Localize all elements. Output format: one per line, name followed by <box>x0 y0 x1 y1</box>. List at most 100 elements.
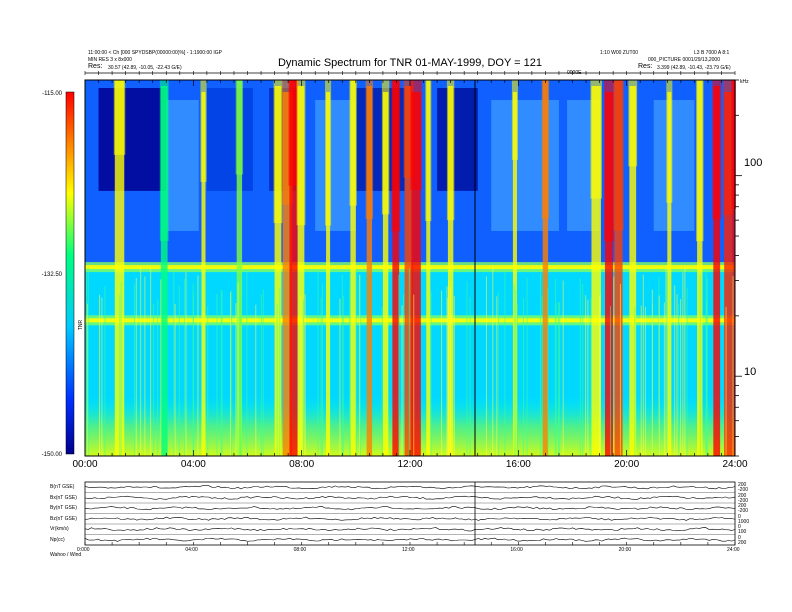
burst-top <box>365 80 374 219</box>
filament <box>317 270 319 456</box>
burst-streak <box>392 80 400 456</box>
filament <box>381 306 383 456</box>
x-tick-label: 16:00 <box>505 459 531 470</box>
filament <box>408 268 410 456</box>
filament <box>453 295 455 456</box>
burst-streak <box>614 80 623 456</box>
spectrum-axes <box>84 71 742 457</box>
filament <box>513 284 515 456</box>
filament <box>255 304 257 456</box>
burst-streak <box>732 80 735 456</box>
header-left-line1: 11:00:00 < Ch [000 SPYDSBP(00000:00)%] -… <box>88 50 223 56</box>
burst-streak <box>114 80 125 456</box>
filament <box>658 295 660 456</box>
filament <box>341 274 343 456</box>
filament <box>430 291 432 456</box>
filament <box>547 288 549 456</box>
filament <box>676 294 678 456</box>
filament <box>634 306 636 456</box>
x-tick-label: 20:00 <box>614 459 640 470</box>
x-tick-label: 24:00 <box>722 459 748 470</box>
filament <box>321 284 323 456</box>
lower-right-tick: 0 <box>738 524 741 530</box>
filament <box>160 279 162 456</box>
burst-streak <box>274 86 282 456</box>
burst-top <box>288 80 299 186</box>
burst-top <box>381 80 390 215</box>
filament <box>398 274 400 456</box>
light-patch <box>315 100 356 231</box>
filament <box>85 272 87 456</box>
header-right-line1b: L3 B 7000 A 8:1 <box>694 50 730 56</box>
dark-patch <box>437 88 478 191</box>
filament <box>246 270 248 456</box>
filament <box>207 305 209 456</box>
lower-trace <box>84 506 736 511</box>
burst-streak <box>282 92 293 456</box>
filament <box>174 303 176 456</box>
filament <box>665 268 667 456</box>
filament <box>466 281 468 456</box>
burst-top <box>273 80 283 224</box>
filament <box>582 283 584 456</box>
filament <box>413 294 415 456</box>
filament <box>555 303 557 456</box>
filament <box>590 297 592 456</box>
header-right-res-value: 3.399 (42.89, -10.43, -23.79 G/E) <box>657 65 731 71</box>
burst-top <box>159 80 169 241</box>
lower-right-tick: 200 <box>738 482 747 488</box>
filament <box>441 290 443 456</box>
lower-panels <box>84 481 736 546</box>
burst-top <box>410 80 422 190</box>
filament <box>587 300 589 456</box>
freq-tick-100: 100 <box>744 157 763 169</box>
lower-right-tick: -200 <box>738 487 749 494</box>
lower-x-tick-label: 20:00 <box>618 547 632 553</box>
lower-right-tick: -200 <box>738 497 749 504</box>
filament <box>677 303 679 456</box>
burst-top <box>403 80 414 178</box>
filament <box>613 276 615 456</box>
header-left-line2: MIN RES 3 x 8x000 <box>88 57 132 63</box>
burst-top <box>446 80 455 221</box>
lower-trace <box>84 516 736 521</box>
burst-streak <box>160 86 168 456</box>
filament <box>642 274 644 456</box>
filament <box>237 283 239 456</box>
filament <box>99 294 101 456</box>
lower-trace <box>84 495 736 500</box>
filament <box>526 277 528 456</box>
lower-right-tick: 200 <box>738 539 747 546</box>
burst-streak <box>411 92 421 456</box>
dark-patch <box>98 88 167 191</box>
filament <box>239 299 241 456</box>
burst-streak <box>697 80 703 456</box>
filament <box>446 286 448 456</box>
lower-right-tick: 200 <box>738 503 747 509</box>
filament <box>469 297 471 456</box>
header-right-res-label: Res: <box>638 63 653 70</box>
filament <box>216 294 218 456</box>
filament <box>585 295 587 456</box>
burst-streak <box>542 80 549 456</box>
lower-x-tick-label: 08:00 <box>293 547 307 553</box>
lower-footer: Wahoo / Wind <box>50 552 82 558</box>
filament <box>197 275 199 456</box>
filament <box>541 296 543 456</box>
filament <box>403 294 405 456</box>
light-patch <box>653 100 695 231</box>
lower-trace <box>84 527 736 532</box>
filament <box>497 292 499 456</box>
burst-top <box>731 80 736 209</box>
filament <box>539 274 541 456</box>
burst-streak <box>667 92 672 456</box>
filament <box>557 302 559 456</box>
lower-panel-label: Bz(nT GSE) <box>50 515 77 522</box>
filament <box>562 280 564 456</box>
colorbar <box>65 91 75 455</box>
header-left-res-value: 30.57 (42.89, -10.05, -22.43 G/E) <box>108 65 182 71</box>
filament <box>706 278 708 456</box>
dark-patch <box>206 88 253 191</box>
filament <box>349 286 351 456</box>
filament <box>554 278 556 456</box>
